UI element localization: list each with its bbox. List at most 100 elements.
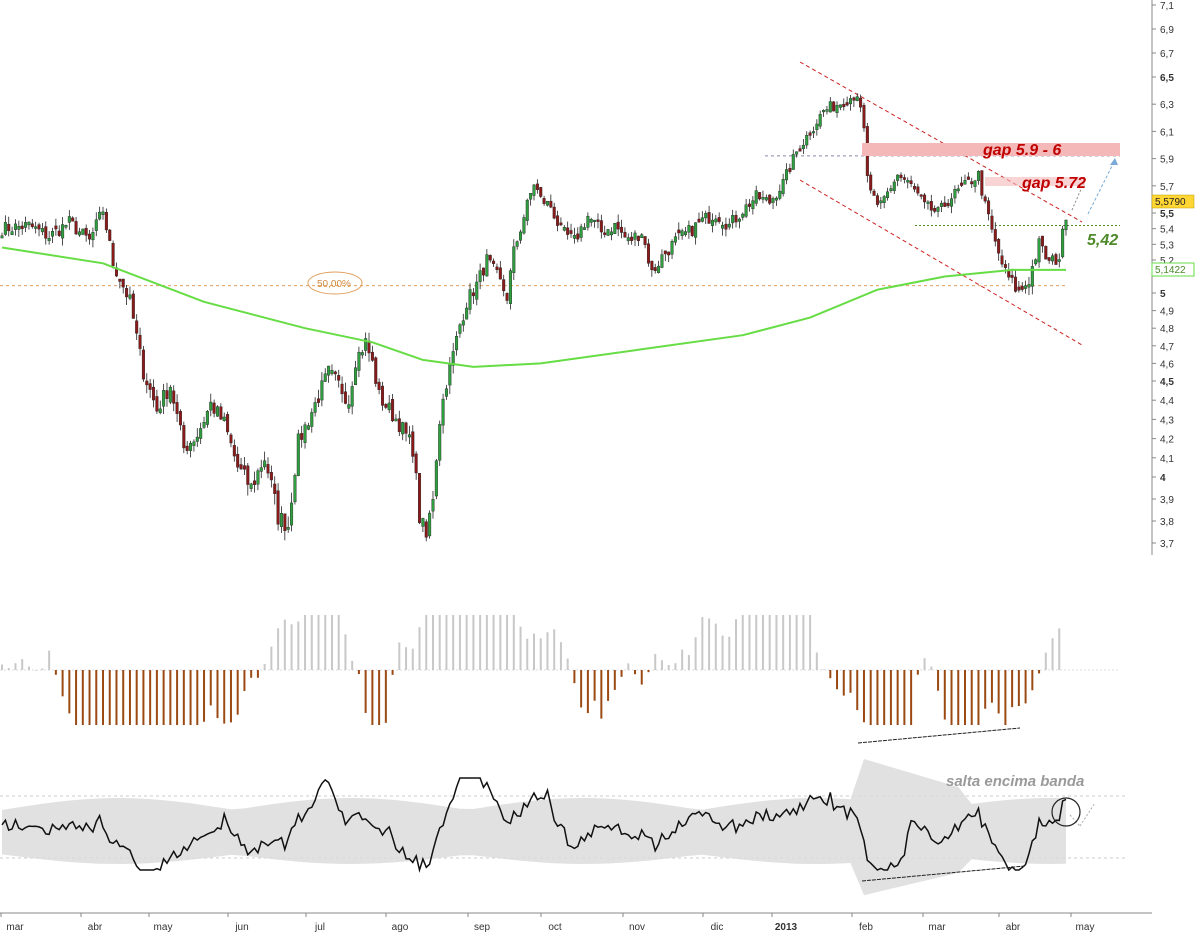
candle-body bbox=[512, 246, 516, 273]
candle-body bbox=[404, 422, 408, 434]
ma-value: 5,1422 bbox=[1155, 265, 1186, 276]
histogram-bar bbox=[593, 670, 596, 701]
candle-body bbox=[290, 502, 294, 526]
candle-body bbox=[380, 385, 384, 406]
candle-body bbox=[162, 390, 166, 407]
histogram-bar bbox=[330, 615, 333, 670]
histogram-bar bbox=[283, 619, 286, 670]
histogram-bar bbox=[472, 615, 475, 670]
candle-body bbox=[700, 217, 704, 222]
candle-body bbox=[330, 370, 334, 374]
histogram-bar bbox=[842, 670, 845, 696]
price-tick-label: 4,1 bbox=[1160, 454, 1174, 465]
candle-body bbox=[788, 168, 792, 172]
histogram-bar bbox=[512, 615, 515, 670]
candle-body bbox=[3, 222, 7, 235]
price-tick-label: 4,4 bbox=[1160, 396, 1174, 407]
histogram-bar bbox=[364, 670, 367, 713]
candle-body bbox=[976, 171, 980, 181]
candle-body bbox=[623, 231, 627, 238]
band-breakout-label: salta encima banda bbox=[946, 773, 1084, 790]
histogram-bar bbox=[768, 615, 771, 670]
histogram-bar bbox=[984, 670, 987, 709]
candle-body bbox=[205, 410, 209, 425]
histogram-bar bbox=[452, 615, 455, 670]
histogram-bar bbox=[162, 670, 165, 725]
time-tick-label: abr bbox=[88, 922, 103, 933]
histogram-bar bbox=[775, 615, 778, 670]
candle-body bbox=[747, 203, 751, 207]
candle-body bbox=[660, 254, 664, 268]
candle-body bbox=[741, 213, 745, 218]
price-tick-label: 5,5 bbox=[1160, 209, 1174, 220]
candle-body bbox=[953, 189, 957, 199]
candle-body bbox=[104, 212, 108, 231]
histogram-bar bbox=[169, 670, 172, 725]
candle-body bbox=[566, 227, 570, 235]
gap-lower-box bbox=[985, 177, 1085, 186]
histogram-bar bbox=[681, 649, 684, 670]
histogram-bar bbox=[431, 615, 434, 670]
candle-body bbox=[182, 425, 186, 449]
price-tick-label: 6,3 bbox=[1160, 100, 1174, 111]
candle-body bbox=[1037, 238, 1041, 263]
candle-body bbox=[84, 227, 88, 236]
candle-body bbox=[364, 338, 368, 351]
histogram-bar bbox=[1, 664, 3, 670]
candle-body bbox=[886, 191, 890, 198]
candle-body bbox=[34, 226, 38, 229]
candle-body bbox=[128, 294, 132, 299]
candle-body bbox=[1057, 259, 1061, 262]
candle-body bbox=[1047, 257, 1051, 261]
histogram-bar bbox=[694, 637, 697, 670]
histogram-bar bbox=[438, 615, 441, 670]
price-tick-label: 5,2 bbox=[1160, 256, 1174, 267]
candle-body bbox=[121, 278, 125, 288]
histogram-bar bbox=[970, 670, 973, 725]
candle-body bbox=[74, 221, 78, 235]
candle-body bbox=[640, 234, 644, 239]
candle-body bbox=[232, 445, 236, 457]
candle-body bbox=[818, 114, 822, 127]
histogram-bar bbox=[957, 670, 960, 725]
histogram-bar bbox=[337, 615, 340, 670]
candle-body bbox=[337, 375, 341, 381]
histogram-bar bbox=[883, 670, 886, 725]
price-tick-label: 4,8 bbox=[1160, 324, 1174, 335]
histogram-bar bbox=[526, 638, 529, 670]
histogram-bar bbox=[815, 652, 818, 670]
histogram-bar bbox=[371, 670, 374, 725]
histogram-bar bbox=[943, 670, 946, 720]
candle-body bbox=[1020, 286, 1024, 290]
histogram-bar bbox=[829, 670, 832, 679]
price-tick-label: 5 bbox=[1160, 289, 1166, 300]
candle-body bbox=[902, 177, 906, 180]
candle-body bbox=[310, 412, 314, 427]
candle-body bbox=[916, 186, 920, 194]
histogram-bar bbox=[310, 615, 313, 670]
candle-body bbox=[444, 388, 448, 397]
candle-body bbox=[630, 236, 634, 241]
candle-body bbox=[943, 202, 947, 207]
histogram-bar bbox=[81, 670, 84, 725]
candle-body bbox=[811, 131, 815, 134]
candle-body bbox=[327, 365, 331, 376]
candle-body bbox=[599, 220, 603, 233]
histogram-bar bbox=[1004, 670, 1007, 725]
breakout-circle bbox=[1051, 797, 1081, 827]
candle-body bbox=[44, 226, 48, 239]
candle-body bbox=[923, 194, 927, 203]
time-tick-label: jul bbox=[314, 922, 325, 933]
candle-body bbox=[754, 190, 758, 204]
candle-body bbox=[966, 176, 970, 180]
time-tick-label: may bbox=[1076, 922, 1095, 933]
histogram-bar bbox=[290, 624, 293, 670]
gap-upper-label: gap 5.9 - 6 bbox=[982, 142, 1061, 159]
candle-body bbox=[825, 109, 829, 112]
price-tick-label: 3,8 bbox=[1160, 517, 1174, 528]
histogram-bar bbox=[553, 629, 556, 670]
candle-body bbox=[354, 367, 358, 386]
arrow-head-icon bbox=[1110, 158, 1118, 165]
candle-body bbox=[744, 204, 748, 217]
histogram-bar bbox=[997, 670, 1000, 714]
